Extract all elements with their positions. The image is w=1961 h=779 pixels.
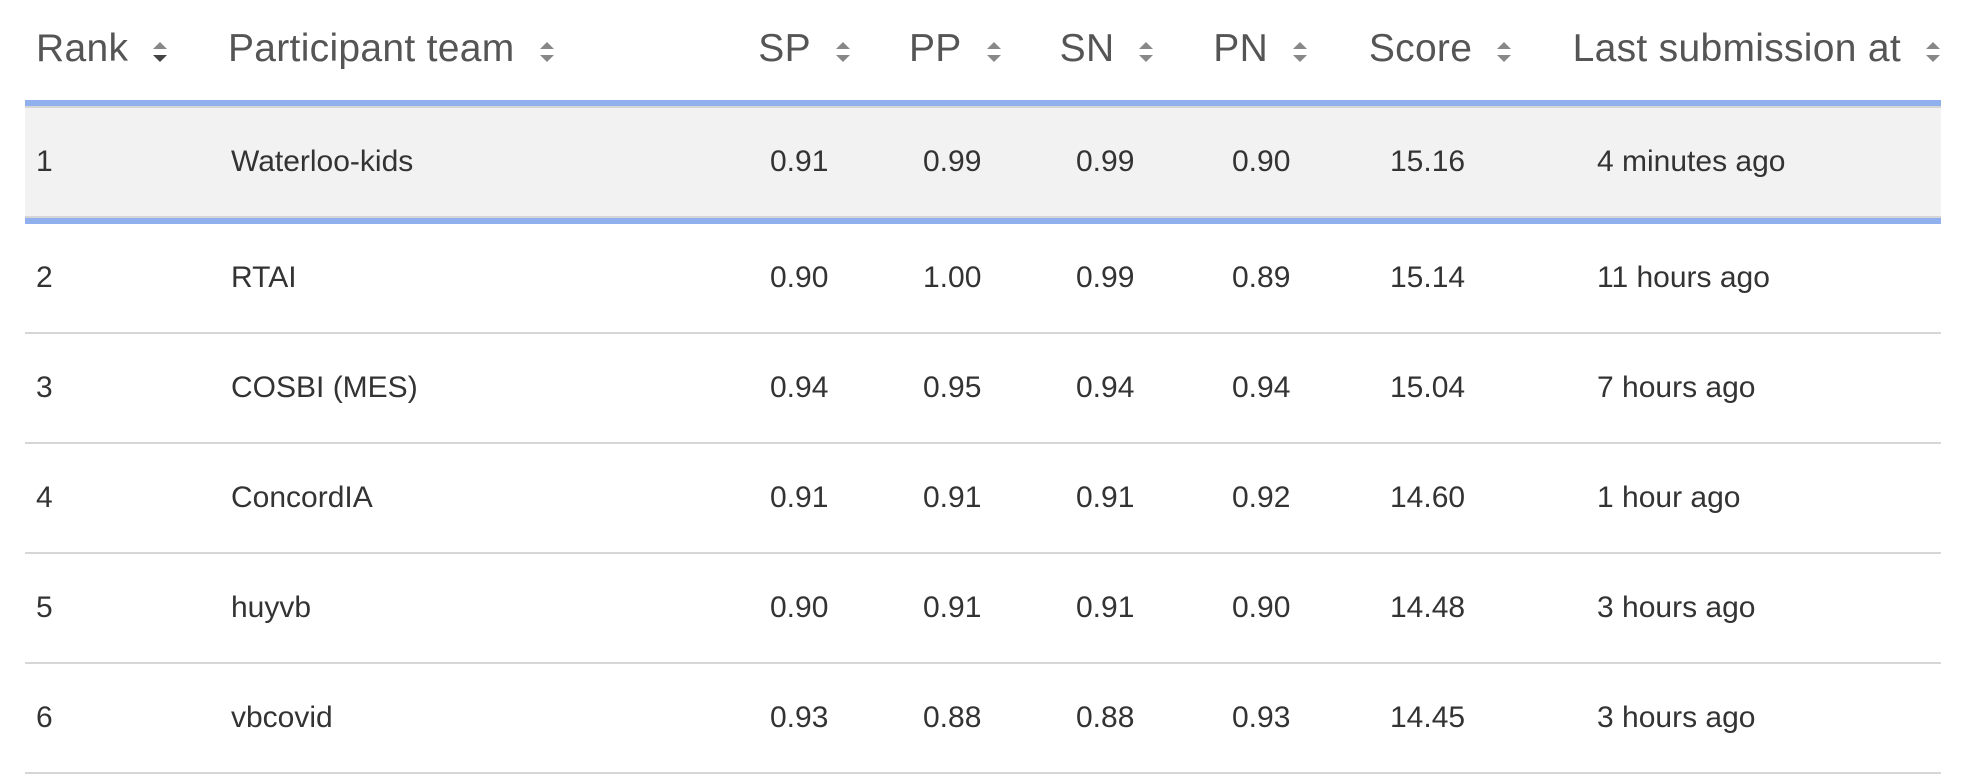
sort-icon[interactable]: [152, 40, 168, 64]
cell-pp: 1.00: [923, 261, 982, 294]
sort-icon[interactable]: [835, 40, 851, 64]
cell-score: 15.16: [1390, 145, 1466, 178]
cell-sp: 0.90: [770, 591, 829, 624]
cell-rank: 5: [36, 591, 53, 624]
table-row[interactable]: 6 vbcovid 0.93 0.88 0.88 0.93 14.45 3 ho…: [25, 664, 1941, 774]
cell-pn: 0.90: [1232, 591, 1291, 624]
cell-team: Waterloo-kids: [231, 145, 414, 178]
cell-team: vbcovid: [231, 701, 333, 734]
leaderboard-table: Rank Participant team SP PP SN: [25, 0, 1941, 774]
cell-sn: 0.88: [1076, 701, 1135, 734]
column-header-sp[interactable]: SP: [747, 27, 898, 71]
cell-sp: 0.91: [770, 145, 829, 178]
highlighted-row-wrapper: 1 Waterloo-kids 0.91 0.99 0.99 0.90 15.1…: [25, 106, 1941, 224]
cell-last-submission: 11 hours ago: [1597, 261, 1770, 294]
sort-icon[interactable]: [1292, 40, 1308, 64]
cell-pp: 0.91: [923, 481, 982, 514]
cell-sn: 0.94: [1076, 371, 1135, 404]
cell-last-submission: 4 minutes ago: [1597, 145, 1786, 178]
cell-score: 14.45: [1390, 701, 1466, 734]
column-header-label: PP: [908, 27, 962, 70]
cell-pn: 0.94: [1232, 371, 1291, 404]
sort-icon[interactable]: [539, 40, 555, 64]
table-row-highlighted[interactable]: 1 Waterloo-kids 0.91 0.99 0.99 0.90 15.1…: [25, 106, 1941, 218]
cell-sn: 0.91: [1076, 591, 1135, 624]
column-header-team[interactable]: Participant team: [217, 27, 747, 71]
table-row[interactable]: 3 COSBI (MES) 0.94 0.95 0.94 0.94 15.04 …: [25, 334, 1941, 444]
column-header-label: SN: [1059, 27, 1115, 70]
column-header-pn[interactable]: PN: [1202, 27, 1358, 71]
table-header: Rank Participant team SP PP SN: [25, 0, 1941, 98]
cell-score: 14.60: [1390, 481, 1466, 514]
cell-team: RTAI: [231, 261, 297, 294]
cell-pn: 0.93: [1232, 701, 1291, 734]
cell-sp: 0.93: [770, 701, 829, 734]
cell-rank: 4: [36, 481, 53, 514]
column-header-last-submission[interactable]: Last submission at: [1562, 27, 1941, 71]
cell-score: 15.14: [1390, 261, 1466, 294]
cell-sp: 0.91: [770, 481, 829, 514]
cell-rank: 6: [36, 701, 53, 734]
cell-rank: 2: [36, 261, 53, 294]
column-header-sn[interactable]: SN: [1049, 27, 1203, 71]
cell-sn: 0.99: [1076, 261, 1135, 294]
cell-sp: 0.94: [770, 371, 829, 404]
sort-icon[interactable]: [1138, 40, 1154, 64]
column-header-score[interactable]: Score: [1358, 27, 1562, 71]
cell-pp: 0.99: [923, 145, 982, 178]
cell-score: 14.48: [1390, 591, 1466, 624]
sort-icon[interactable]: [1496, 40, 1512, 64]
cell-sp: 0.90: [770, 261, 829, 294]
table-row[interactable]: 4 ConcordIA 0.91 0.91 0.91 0.92 14.60 1 …: [25, 444, 1941, 554]
cell-last-submission: 1 hour ago: [1597, 481, 1741, 514]
cell-pp: 0.91: [923, 591, 982, 624]
column-header-label: Rank: [36, 27, 129, 70]
cell-score: 15.04: [1390, 371, 1466, 404]
cell-team: ConcordIA: [231, 481, 373, 514]
cell-pn: 0.90: [1232, 145, 1291, 178]
column-header-label: Participant team: [227, 27, 515, 70]
cell-rank: 1: [36, 145, 53, 178]
cell-last-submission: 3 hours ago: [1597, 701, 1756, 734]
cell-pp: 0.88: [923, 701, 982, 734]
header-divider: [25, 100, 1941, 106]
sort-icon[interactable]: [1925, 40, 1941, 64]
column-header-label: Last submission at: [1572, 27, 1901, 70]
cell-sn: 0.99: [1076, 145, 1135, 178]
cell-rank: 3: [36, 371, 53, 404]
cell-sn: 0.91: [1076, 481, 1135, 514]
cell-pn: 0.89: [1232, 261, 1291, 294]
cell-pn: 0.92: [1232, 481, 1291, 514]
column-header-label: SP: [758, 27, 811, 70]
cell-last-submission: 3 hours ago: [1597, 591, 1756, 624]
cell-team: COSBI (MES): [231, 371, 418, 404]
column-header-label: Score: [1368, 27, 1473, 70]
column-header-pp[interactable]: PP: [898, 27, 1049, 71]
column-header-label: PN: [1213, 27, 1269, 70]
column-header-rank[interactable]: Rank: [25, 27, 217, 71]
table-row[interactable]: 2 RTAI 0.90 1.00 0.99 0.89 15.14 11 hour…: [25, 224, 1941, 334]
sort-icon[interactable]: [986, 40, 1002, 64]
cell-team: huyvb: [231, 591, 312, 624]
cell-pp: 0.95: [923, 371, 982, 404]
cell-last-submission: 7 hours ago: [1597, 371, 1756, 404]
table-row[interactable]: 5 huyvb 0.90 0.91 0.91 0.90 14.48 3 hour…: [25, 554, 1941, 664]
